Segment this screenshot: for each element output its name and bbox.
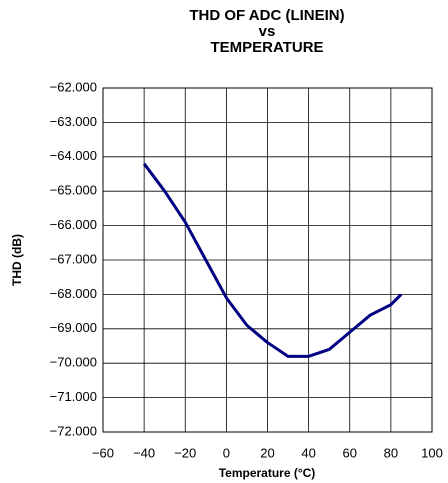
chart-title: vs: [259, 23, 276, 40]
y-tick-label: −66.000: [50, 217, 97, 232]
plot-frame: [102, 87, 433, 433]
x-tick-label: −60: [92, 445, 114, 460]
x-tick-label: −40: [133, 445, 155, 460]
x-tick-label: 60: [343, 445, 357, 460]
x-tick-label: 0: [223, 445, 230, 460]
x-tick-label: 100: [421, 445, 443, 460]
y-tick-label: −69.000: [50, 320, 97, 335]
data-line: [142, 162, 403, 358]
x-axis-label: Temperature (°C): [219, 466, 316, 480]
chart-title: TEMPERATURE: [210, 39, 323, 56]
x-tick-label: −20: [174, 445, 196, 460]
y-tick-label: −71.000: [50, 389, 97, 404]
chart-title: THD OF ADC (LINEIN): [189, 7, 344, 24]
x-tick-label: 40: [301, 445, 315, 460]
y-tick-label: −72.000: [50, 423, 97, 438]
y-tick-label: −64.000: [50, 148, 97, 163]
y-tick-label: −70.000: [50, 355, 97, 370]
y-tick-label: −62.000: [50, 79, 97, 94]
y-axis-label: THD (dB): [10, 234, 24, 286]
y-tick-label: −68.000: [50, 286, 97, 301]
y-tick-label: −65.000: [50, 183, 97, 198]
y-tick-label: −63.000: [50, 114, 97, 129]
y-tick-label: −67.000: [50, 251, 97, 266]
x-tick-label: 20: [260, 445, 274, 460]
x-tick-label: 80: [384, 445, 398, 460]
